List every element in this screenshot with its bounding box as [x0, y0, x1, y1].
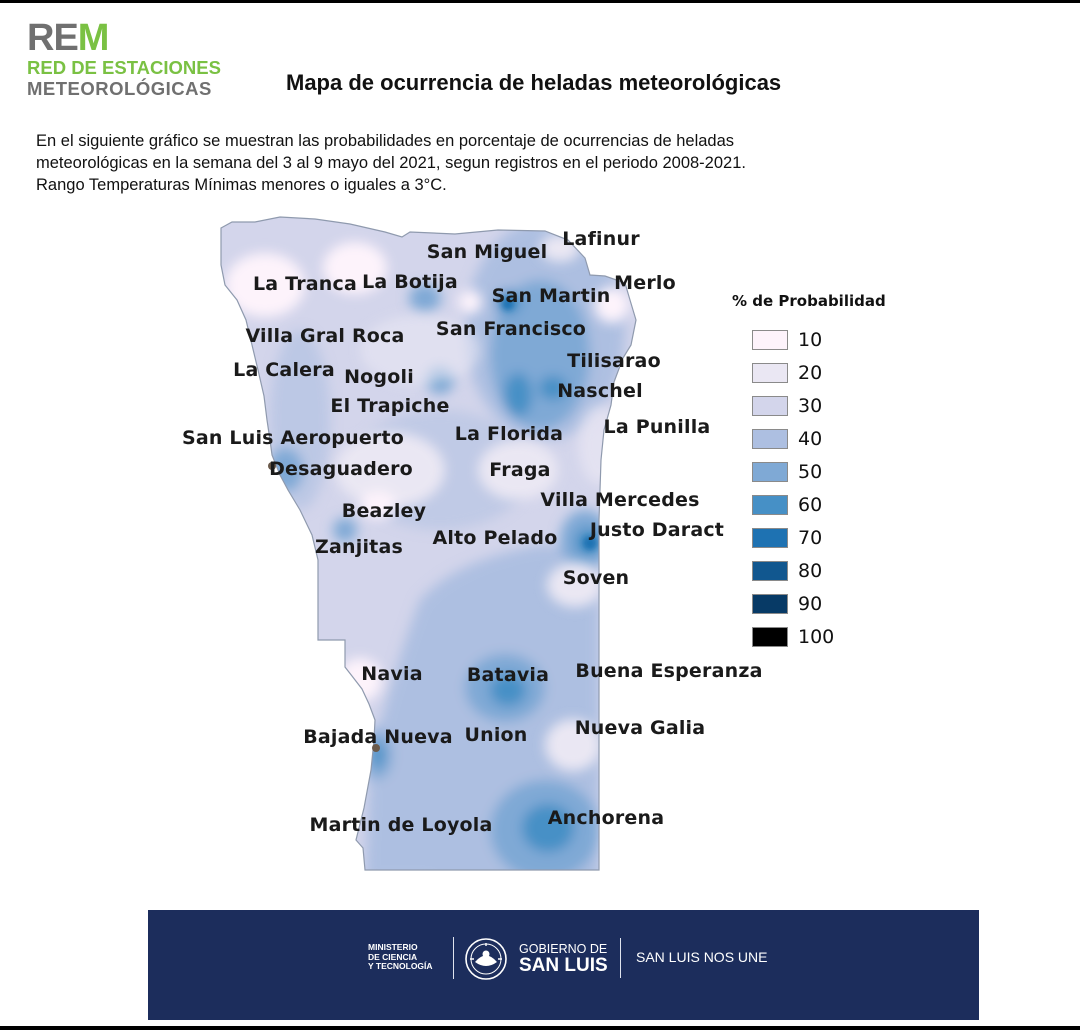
footer-divider — [453, 937, 454, 979]
place-label-san-miguel: San Miguel — [426, 241, 548, 263]
san-luis-seal-icon — [465, 938, 507, 980]
place-label-zanjitas: Zanjitas — [315, 536, 403, 558]
legend-swatch — [752, 527, 788, 548]
legend-item: 20 — [732, 356, 886, 389]
place-label-desaguadero: Desaguadero — [269, 458, 413, 480]
place-label-martin-de-loyola: Martin de Loyola — [309, 814, 493, 836]
legend-item: 100 — [732, 620, 886, 653]
san-luis-line: SAN LUIS — [519, 955, 608, 976]
legend-value: 80 — [798, 559, 823, 582]
place-label-el-trapiche: El Trapiche — [330, 395, 450, 417]
legend-value: 60 — [798, 493, 823, 516]
legend-item: 40 — [732, 422, 886, 455]
legend-value: 20 — [798, 361, 823, 384]
place-label-la-calera: La Calera — [233, 359, 335, 381]
legend-swatch — [752, 626, 788, 647]
legend-title: % de Probabilidad — [732, 292, 886, 310]
legend-value: 100 — [798, 625, 835, 648]
ministerio-line-2: DE CIENCIA — [368, 951, 418, 962]
place-label-fraga: Fraga — [489, 459, 551, 481]
legend-items: 10 20 30 40 50 60 70 80 90 100 — [732, 323, 886, 653]
place-label-la-tranca: La Tranca — [252, 273, 358, 295]
page-title: Mapa de ocurrencia de heladas meteorológ… — [286, 70, 782, 95]
footer-divider — [620, 938, 621, 978]
footer-banner: MINISTERIO DE CIENCIA Y TECNOLOGÍA GOBIE… — [148, 910, 979, 1020]
legend-value: 50 — [798, 460, 823, 483]
legend-item: 30 — [732, 389, 886, 422]
rem-logo-line3: METEOROLÓGICAS — [27, 78, 212, 99]
place-label-beazley: Beazley — [341, 500, 427, 522]
legend-value: 40 — [798, 427, 823, 450]
place-label-justo-daract: Justo Daract — [589, 519, 725, 541]
gobierno-line: GOBIERNO DE — [519, 942, 608, 956]
legend-swatch — [752, 560, 788, 581]
legend-item: 70 — [732, 521, 886, 554]
place-label-buena-esperanza: Buena Esperanza — [575, 660, 763, 682]
legend-swatch — [752, 593, 788, 614]
legend-item: 50 — [732, 455, 886, 488]
description-line-2: meteorológicas en la semana del 3 al 9 m… — [36, 154, 746, 172]
place-label-naschel: Naschel — [557, 380, 643, 402]
footer-slogan: SAN LUIS NOS UNE — [636, 949, 768, 965]
place-label-san-luis-aeropuerto: San Luis Aeropuerto — [181, 427, 405, 449]
rem-logo-line2: RED DE ESTACIONES — [27, 57, 221, 78]
place-label-san-martin: San Martin — [491, 285, 611, 307]
bottom-border — [0, 1026, 1080, 1030]
legend-value: 70 — [798, 526, 823, 549]
top-border — [0, 0, 1080, 3]
legend-swatch — [752, 494, 788, 515]
legend-value: 30 — [798, 394, 823, 417]
legend-value: 90 — [798, 592, 823, 615]
ministerio-logo-text: MINISTERIO DE CIENCIA Y TECNOLOGÍA — [368, 942, 433, 972]
legend-item: 60 — [732, 488, 886, 521]
rem-logo-wordmark: REM — [27, 17, 109, 59]
place-label-nogoli: Nogoli — [344, 366, 414, 388]
map-legend: % de Probabilidad 10 20 30 40 50 60 70 80 90 100 — [732, 292, 886, 653]
place-label-bajada-nueva: Bajada Nueva — [303, 726, 453, 748]
place-label-union: Union — [464, 724, 528, 746]
place-label-navia: Navia — [361, 663, 423, 685]
border-river-marker — [268, 462, 276, 470]
border-river-marker — [372, 744, 380, 752]
legend-item: 10 — [732, 323, 886, 356]
place-label-tilisarao: Tilisarao — [567, 350, 661, 372]
description-line-1: En el siguiente gráfico se muestran las … — [36, 132, 735, 150]
place-label-villa-gral-roca: Villa Gral Roca — [245, 325, 405, 347]
gobierno-logo-text: GOBIERNO DE SAN LUIS — [519, 943, 608, 976]
legend-swatch — [752, 461, 788, 482]
description-line-3: Rango Temperaturas Mínimas menores o igu… — [36, 176, 447, 194]
place-label-anchorena: Anchorena — [547, 807, 665, 829]
place-label-la-punilla: La Punilla — [603, 416, 711, 438]
place-label-villa-mercedes: Villa Mercedes — [540, 489, 700, 511]
province-outline — [220, 216, 637, 871]
place-label-la-botija: La Botija — [362, 271, 458, 293]
place-label-batavia: Batavia — [466, 664, 550, 686]
place-label-nueva-galia: Nueva Galia — [574, 717, 706, 739]
place-label-lafinur: Lafinur — [562, 228, 640, 250]
place-label-merlo: Merlo — [614, 272, 676, 294]
place-label-alto-pelado: Alto Pelado — [432, 527, 558, 549]
description: En el siguiente gráfico se muestran las … — [36, 130, 936, 196]
ministerio-line-1: MINISTERIO — [368, 942, 418, 952]
legend-value: 10 — [798, 328, 823, 351]
place-label-soven: Soven — [562, 567, 630, 589]
rem-logo: REM RED DE ESTACIONES METEOROLÓGICAS — [27, 17, 221, 100]
legend-item: 90 — [732, 587, 886, 620]
place-label-la-florida: La Florida — [454, 423, 564, 445]
legend-swatch — [752, 395, 788, 416]
legend-swatch — [752, 428, 788, 449]
legend-item: 80 — [732, 554, 886, 587]
legend-swatch — [752, 329, 788, 350]
place-label-san-francisco: San Francisco — [435, 318, 587, 340]
legend-swatch — [752, 362, 788, 383]
ministerio-line-3: Y TECNOLOGÍA — [368, 961, 433, 971]
